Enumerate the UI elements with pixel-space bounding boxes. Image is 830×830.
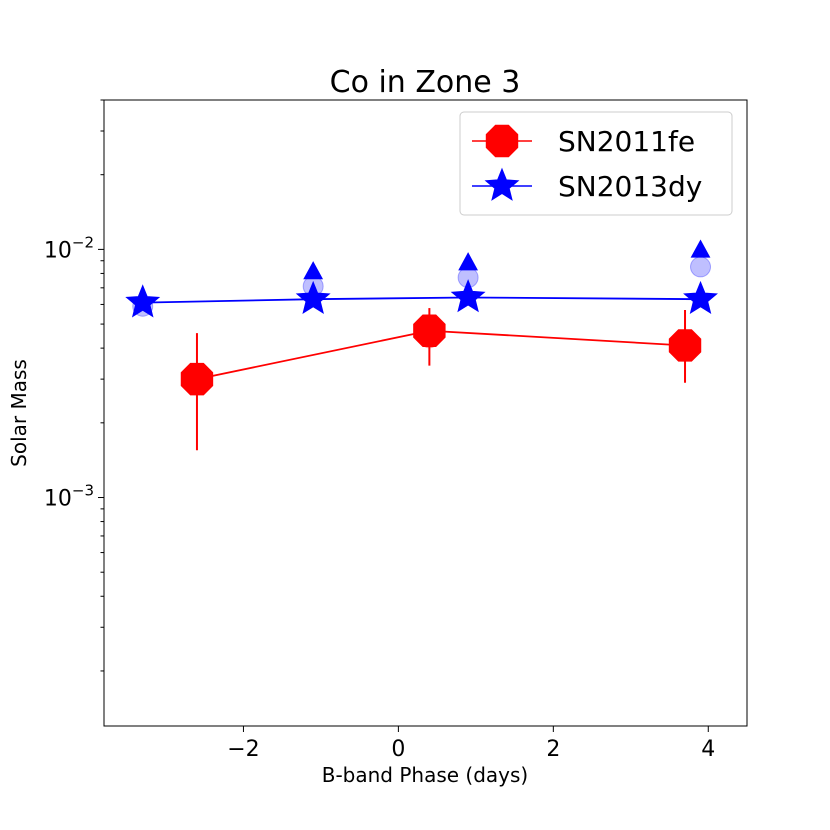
lower-limit-arrow [458,252,479,271]
legend-marker-shape [484,167,520,201]
legend-marker-sn2013dy [484,167,520,201]
y-axis: 10−3 10−2 [44,99,104,672]
y-tick-label: 10−3 [44,482,94,512]
data-point [683,280,718,315]
legend-box [459,111,733,216]
legend-marker-sn2011fe [485,124,519,158]
legend: SN2011fe SN2013dy [459,111,733,216]
plot-frame [103,99,748,727]
ghost-point [690,256,712,278]
legend-label-sn2013dy: SN2013dy [558,170,702,203]
legend-label-sn2011fe: SN2011fe [558,125,695,158]
x-axis-label: B-band Phase (days) [322,763,529,787]
x-tick-label: 0 [391,737,405,762]
x-axis: −2 0 2 4 [227,726,715,762]
x-tick-label: 4 [701,737,715,762]
data-point [125,284,161,318]
series-line [142,296,701,304]
lower-limit-arrow [690,239,711,258]
lower-limit-arrow [303,261,324,280]
data-point [450,279,486,313]
data-point [413,314,446,347]
series-sn2013dy [125,239,718,318]
data-point [180,362,214,396]
series-sn2011fe [180,308,702,451]
chart-title: Co in Zone 3 [330,65,521,100]
y-tick-label: 10−2 [44,233,94,263]
x-tick-label: 2 [546,737,560,762]
x-tick-label: −2 [227,737,259,762]
legend-marker-shape [485,124,519,158]
y-axis-label: Solar Mass [7,359,31,467]
data-point [295,280,331,315]
data-point [668,329,702,362]
plot-area [125,239,718,451]
